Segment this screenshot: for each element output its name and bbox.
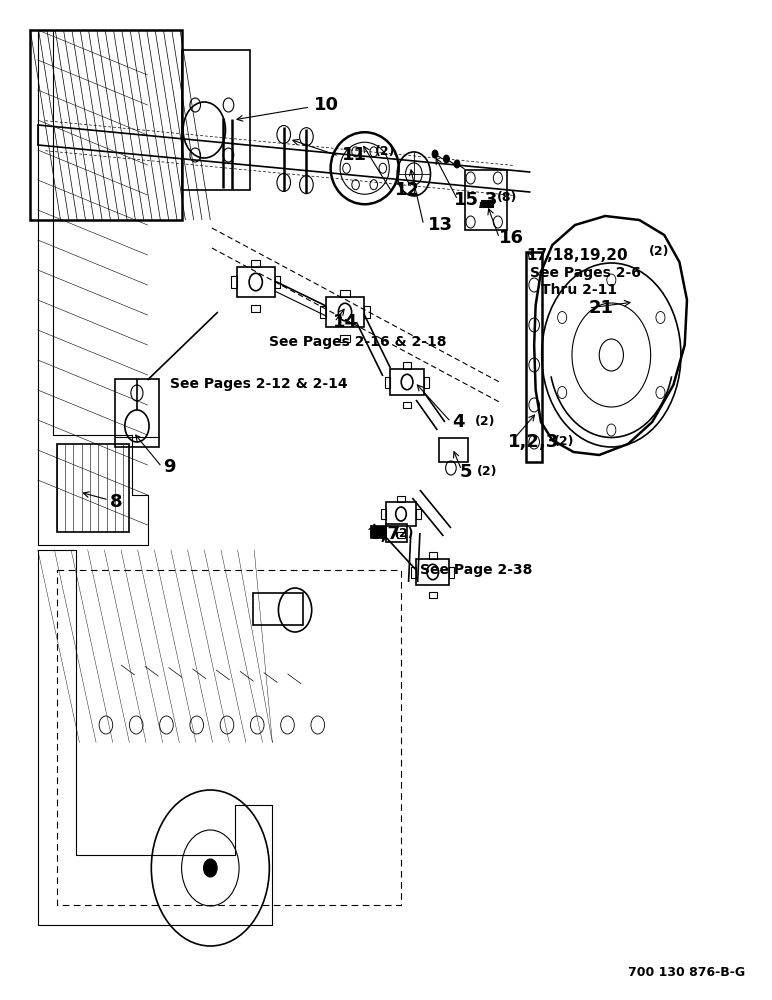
- Text: 15,3: 15,3: [454, 191, 499, 209]
- Bar: [481, 200, 493, 207]
- Text: (2): (2): [554, 436, 574, 448]
- Circle shape: [443, 155, 449, 163]
- Bar: [231, 276, 237, 288]
- Bar: [385, 376, 391, 387]
- Bar: [251, 259, 260, 267]
- Text: 9: 9: [163, 458, 175, 476]
- Text: 10: 10: [314, 96, 339, 114]
- Text: 8: 8: [110, 493, 122, 511]
- Bar: [381, 509, 386, 519]
- Bar: [424, 376, 428, 387]
- Bar: [466, 170, 507, 230]
- Bar: [449, 566, 455, 578]
- Text: 1,2,3: 1,2,3: [509, 433, 560, 451]
- Bar: [320, 306, 326, 318]
- Bar: [30, 30, 181, 220]
- Text: 12: 12: [395, 181, 420, 199]
- Text: (2): (2): [394, 528, 414, 540]
- Bar: [428, 592, 437, 598]
- Bar: [340, 335, 350, 342]
- Bar: [398, 532, 405, 538]
- Circle shape: [454, 160, 460, 168]
- Bar: [326, 297, 364, 327]
- Text: (2): (2): [649, 245, 669, 258]
- Bar: [438, 438, 468, 462]
- Bar: [57, 444, 129, 532]
- Text: 16: 16: [499, 229, 524, 247]
- Text: 13: 13: [428, 216, 452, 234]
- Text: (8): (8): [497, 190, 517, 204]
- Text: See Page 2-38: See Page 2-38: [420, 563, 532, 577]
- Text: Thru 2-11: Thru 2-11: [541, 283, 617, 297]
- Text: See Pages 2-16 & 2-18: See Pages 2-16 & 2-18: [269, 335, 446, 349]
- Text: 6,7: 6,7: [369, 525, 401, 543]
- Bar: [371, 526, 386, 538]
- Text: (2): (2): [375, 145, 396, 158]
- Bar: [237, 267, 275, 297]
- Bar: [251, 304, 260, 312]
- Text: (2): (2): [475, 416, 496, 428]
- Bar: [411, 566, 416, 578]
- Bar: [526, 252, 543, 462]
- Bar: [416, 509, 421, 519]
- Bar: [386, 502, 416, 526]
- Circle shape: [204, 859, 217, 877]
- Text: 17,18,19,20: 17,18,19,20: [526, 247, 628, 262]
- Bar: [275, 276, 280, 288]
- Text: 14: 14: [333, 313, 358, 331]
- Text: 21: 21: [588, 299, 614, 317]
- Text: See Pages 2-6: See Pages 2-6: [530, 266, 641, 280]
- Text: See Pages 2-12 & 2-14: See Pages 2-12 & 2-14: [171, 377, 348, 391]
- Bar: [181, 50, 249, 190]
- Bar: [403, 362, 411, 369]
- Bar: [386, 524, 407, 542]
- Bar: [403, 402, 411, 408]
- Bar: [364, 306, 370, 318]
- Bar: [391, 369, 424, 395]
- Bar: [428, 552, 437, 559]
- Text: 11: 11: [342, 146, 367, 164]
- Bar: [115, 379, 159, 447]
- Text: 5: 5: [460, 463, 472, 481]
- Bar: [340, 290, 350, 297]
- Bar: [253, 593, 303, 625]
- Text: 700 130 876-B-G: 700 130 876-B-G: [628, 966, 745, 978]
- Bar: [398, 496, 405, 502]
- Text: 4: 4: [452, 413, 465, 431]
- Circle shape: [432, 150, 438, 158]
- Bar: [416, 559, 449, 585]
- Text: (2): (2): [476, 466, 497, 479]
